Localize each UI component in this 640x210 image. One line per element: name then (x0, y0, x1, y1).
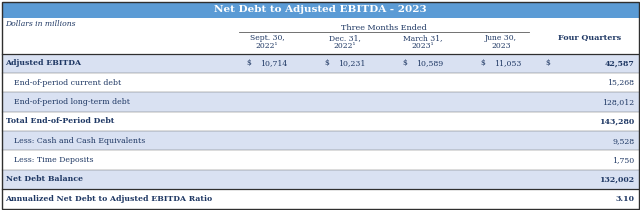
Text: Total End-of-Period Debt: Total End-of-Period Debt (6, 117, 114, 125)
Text: 10,589: 10,589 (416, 59, 443, 67)
Text: $: $ (402, 59, 407, 67)
Bar (1, 170, 639, 189)
Bar (1, 92, 639, 112)
Text: Dollars in millions: Dollars in millions (6, 21, 76, 29)
Bar (1, 1, 639, 17)
Bar (1, 131, 639, 150)
Text: $: $ (324, 59, 329, 67)
Text: Three Months Ended: Three Months Ended (341, 24, 427, 32)
Bar (1, 73, 639, 92)
Text: Adjusted EBITDA: Adjusted EBITDA (6, 59, 81, 67)
Text: $: $ (480, 59, 485, 67)
Bar (1, 112, 639, 131)
Text: 11,053: 11,053 (493, 59, 521, 67)
Text: 42,587: 42,587 (605, 59, 634, 67)
Text: 2022¹: 2022¹ (333, 42, 356, 50)
Text: 143,280: 143,280 (599, 117, 634, 125)
Text: Less: Time Deposits: Less: Time Deposits (13, 156, 93, 164)
Text: June 30,: June 30, (485, 34, 517, 42)
Text: End-of-period long-term debt: End-of-period long-term debt (13, 98, 129, 106)
Text: 10,231: 10,231 (338, 59, 365, 67)
Text: 2023¹: 2023¹ (412, 42, 435, 50)
Bar (1, 150, 639, 170)
Text: 10,714: 10,714 (260, 59, 287, 67)
Text: End-of-period current debt: End-of-period current debt (13, 79, 121, 87)
Text: Net Debt to Adjusted EBITDA - 2023: Net Debt to Adjusted EBITDA - 2023 (214, 5, 426, 14)
Text: 2022¹: 2022¹ (256, 42, 278, 50)
Text: $: $ (246, 59, 251, 67)
Text: Four Quarters: Four Quarters (557, 34, 621, 42)
Text: $: $ (545, 59, 550, 67)
Text: Net Debt Balance: Net Debt Balance (6, 175, 83, 184)
Text: 132,002: 132,002 (600, 175, 634, 184)
Text: Sept. 30,: Sept. 30, (250, 34, 284, 42)
Text: 9,528: 9,528 (612, 137, 634, 145)
Text: 1,750: 1,750 (612, 156, 634, 164)
Text: Dec. 31,: Dec. 31, (329, 34, 361, 42)
Text: 2023: 2023 (491, 42, 511, 50)
Text: 128,012: 128,012 (602, 98, 634, 106)
Text: 3.10: 3.10 (616, 195, 634, 203)
Text: March 31,: March 31, (403, 34, 443, 42)
Bar (1, 189, 639, 209)
Text: Annualized Net Debt to Adjusted EBITDA Ratio: Annualized Net Debt to Adjusted EBITDA R… (6, 195, 212, 203)
Bar (1, 54, 639, 73)
Text: 15,268: 15,268 (607, 79, 634, 87)
Text: Less: Cash and Cash Equivalents: Less: Cash and Cash Equivalents (13, 137, 145, 145)
